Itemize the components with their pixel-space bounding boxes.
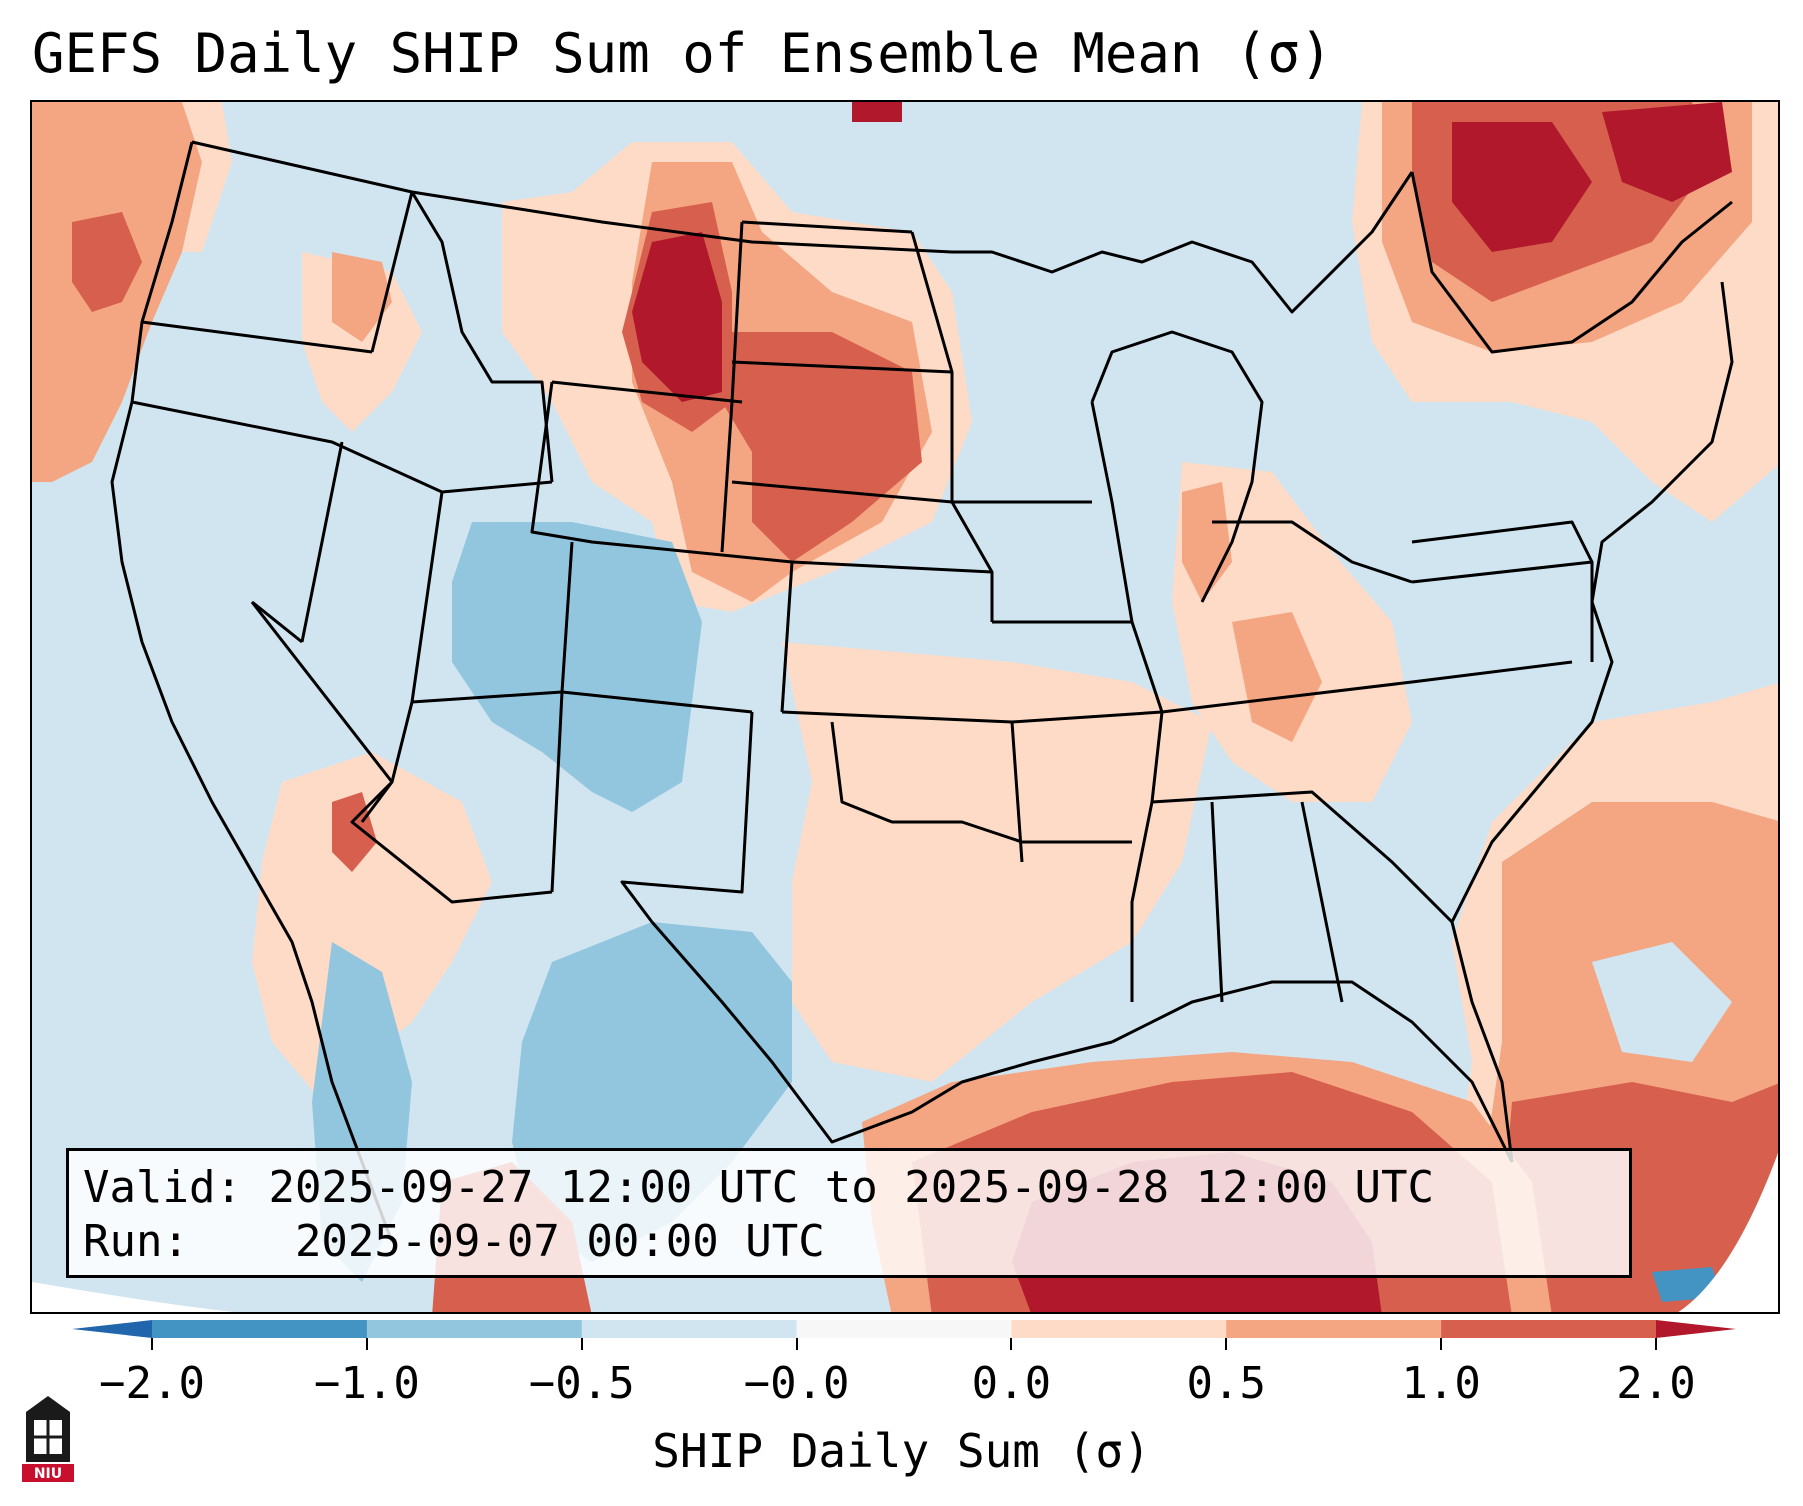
colorbar-segment [581, 1320, 798, 1338]
co-ks-border [780, 561, 794, 713]
logo-text: NIU [34, 1466, 62, 1482]
nm-tx-border [620, 711, 754, 923]
gulf-coast-east [1111, 980, 1514, 1163]
colorbar-tick-label: 0.0 [971, 1358, 1052, 1409]
colorbar-tick [580, 1338, 583, 1350]
anomaly-idaho-core [332, 252, 392, 342]
anomaly-arizona-core [332, 792, 377, 872]
sd-ne-border [731, 480, 953, 504]
ok-tx-border [830, 721, 1023, 844]
colorbar [72, 1320, 1736, 1338]
colorbar-tick [365, 1338, 368, 1350]
colorbar-segment [796, 1320, 1012, 1338]
logo-band [22, 1464, 74, 1482]
colorbar-tick-label: −1.0 [313, 1358, 420, 1409]
colorbar-segments [152, 1320, 1657, 1338]
anomaly-pacific-nw-core [72, 212, 142, 312]
wa-or-border [141, 320, 373, 354]
ca-nv-mid [251, 600, 303, 644]
colorbar-tick-label: −0.0 [743, 1358, 850, 1409]
texas-coast [650, 921, 1113, 1144]
anomaly-quebec-max-2 [1602, 102, 1732, 202]
niu-logo-icon: NIU [22, 1396, 74, 1482]
anomaly-north-max [852, 102, 902, 122]
colorbar-segment [1011, 1320, 1227, 1338]
great-lakes-outline [1090, 330, 1264, 603]
map-title: GEFS Daily SHIP Sum of Ensemble Mean (σ) [32, 22, 1333, 85]
dakota-mn-border [910, 231, 954, 502]
ny-border [1411, 520, 1594, 563]
colorbar-segment [366, 1320, 583, 1338]
florida-east [1450, 921, 1514, 1163]
colorbar-tick [1440, 1338, 1443, 1350]
field-map [32, 102, 1778, 1312]
anomaly-atlantic-gap [1592, 942, 1732, 1062]
mt-dakota-border [730, 221, 744, 403]
colorbar-label: SHIP Daily Sum (σ) [652, 1424, 1151, 1478]
projection-edge-left [32, 1282, 235, 1312]
ok-ar-border [1010, 721, 1024, 863]
northeast-border [1410, 171, 1733, 354]
colorbar-tick [151, 1338, 153, 1350]
id-nv-border [441, 480, 553, 494]
id-mt-border [410, 191, 554, 483]
anomaly-pacific-nw-edge [182, 102, 232, 252]
ne-ks-border [791, 560, 993, 574]
colorbar-extend-min [72, 1320, 152, 1338]
anomaly-great-basin-negative [452, 522, 702, 812]
run-label: Run: [83, 1216, 189, 1267]
mt-wy-border [551, 380, 743, 404]
tn-nc-line [1161, 660, 1573, 714]
wa-id-border [370, 191, 414, 353]
us-canada-border [191, 140, 1414, 314]
mo-ar-border [1011, 710, 1163, 724]
or-ca-border [131, 400, 443, 494]
valid-value: 2025-09-27 12:00 UTC to 2025-09-28 12:00… [268, 1162, 1435, 1213]
colorbar-tick-label: −0.5 [528, 1358, 635, 1409]
ca-nv-upper [300, 441, 344, 643]
wy-co-border [530, 381, 793, 564]
anomaly-quebec-max [1452, 122, 1592, 252]
valid-time-box: Valid: 2025-09-27 12:00 UTC to 2025-09-2… [66, 1148, 1632, 1278]
colorbar-tick-label: 0.5 [1186, 1358, 1267, 1409]
ms-al-border [1210, 801, 1224, 1003]
state-boundaries [110, 140, 1734, 1243]
colorbar-tick [795, 1338, 798, 1350]
west-coast [110, 141, 394, 1243]
ut-co-border [560, 541, 574, 693]
ia-ne-border [950, 501, 994, 622]
colorbar-tick-label: 2.0 [1616, 1358, 1696, 1409]
valid-label: Valid: [83, 1162, 242, 1213]
nd-top [741, 220, 913, 234]
colorbar-tick-label: −2.0 [99, 1358, 205, 1409]
az-nm-border [550, 691, 564, 893]
colorbar-tick-label: 1.0 [1401, 1358, 1481, 1409]
colorbar-segment [1441, 1320, 1657, 1338]
az-mexico-border [350, 780, 553, 904]
ks-ok-border [781, 710, 1013, 724]
anomaly-montana-max [632, 232, 722, 402]
wy-ne-border [720, 401, 734, 553]
anomaly-southern-plains [782, 642, 1212, 1082]
run-line: Run: 2025-09-07 00:00 UTC [83, 1215, 1615, 1269]
colorbar-extend-max [1656, 1320, 1736, 1338]
colorbar-tick [1225, 1338, 1228, 1350]
map-panel[interactable] [30, 100, 1780, 1314]
run-value: 2025-09-07 00:00 UTC [294, 1216, 825, 1267]
anomaly-southwest [252, 752, 492, 1102]
anomaly-michigan [1182, 482, 1232, 602]
nd-sd-border [731, 360, 953, 374]
valid-line: Valid: 2025-09-27 12:00 UTC to 2025-09-2… [83, 1161, 1615, 1215]
anomaly-dakota-core [722, 332, 922, 562]
projection-edge-right [1678, 1152, 1778, 1312]
colorbar-segment [1226, 1320, 1442, 1338]
al-ga-border [1300, 801, 1344, 1003]
ms-al-ga-line [1151, 790, 1454, 924]
anomaly-indiana [1232, 612, 1322, 742]
colorbar-segment [152, 1320, 368, 1338]
ohio-border [1212, 520, 1413, 584]
colorbar-tick [1655, 1338, 1657, 1350]
colorbar-tick [1010, 1338, 1013, 1350]
